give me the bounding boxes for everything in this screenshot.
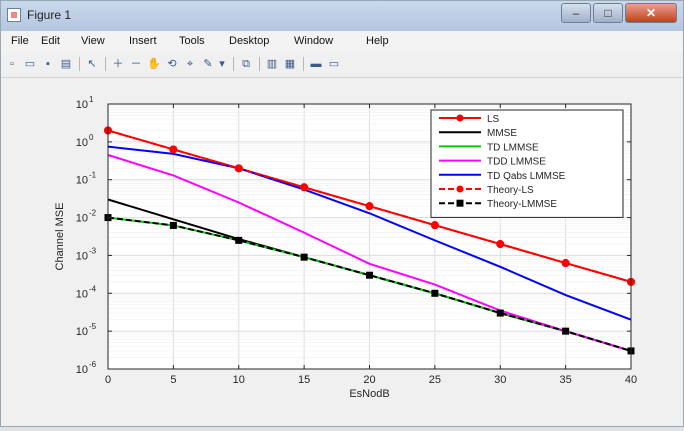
- data-cursor-icon[interactable]: ⌖: [186, 58, 194, 70]
- data-point-theory-lmmse: [366, 271, 373, 279]
- legend-label-theory-ls: Theory-LS: [487, 185, 534, 196]
- y-tick-label: 10: [76, 364, 88, 376]
- data-point-theory-lmmse: [496, 309, 504, 317]
- menu-bar: File Edit View Insert Tools Desktop Wind…: [1, 31, 683, 53]
- x-tick-label: 25: [429, 374, 441, 386]
- y-tick-exponent: -6: [89, 360, 97, 369]
- x-tick-label: 5: [170, 374, 176, 386]
- x-tick-label: 15: [298, 374, 310, 386]
- data-point-theory-lmmse: [169, 221, 177, 229]
- figure-canvas: 0 5 10 15 20 25 30 35 40 10 1 10 0 10 -1 10 -2 10 -3 10 -4 10…: [1, 78, 683, 426]
- data-point-theory-ls: [169, 145, 178, 154]
- x-tick-label: 20: [363, 374, 375, 386]
- toolbar: ▫ ▭ ▪ ▤ ↖ ＋ － ✋ ⟲ ⌖ ✎ ▾ ⧉ ▥ ▦ ▬ ▭: [1, 53, 683, 78]
- data-point-theory-ls: [234, 164, 243, 173]
- show-plot-tools-icon[interactable]: ▭: [328, 58, 340, 70]
- menu-insert[interactable]: Insert: [129, 35, 157, 47]
- legend-label-mmse: MMSE: [487, 128, 517, 139]
- y-tick-label: 10: [76, 99, 88, 111]
- open-file-icon[interactable]: ▭: [24, 58, 36, 70]
- pan-icon[interactable]: ✋: [147, 58, 161, 70]
- toolbar-separator: [303, 57, 304, 71]
- legend-label-theory-lmmse: Theory-LMMSE: [487, 199, 557, 210]
- menu-help[interactable]: Help: [366, 35, 389, 47]
- colorbar-icon[interactable]: ▥: [266, 58, 278, 70]
- menu-file[interactable]: File: [11, 35, 29, 47]
- data-point-theory-ls: [300, 183, 309, 192]
- legend-label-tdd-lmmse: TDD LMMSE: [487, 157, 546, 168]
- data-point-theory-lmmse: [300, 253, 308, 261]
- minimize-button[interactable]: –: [561, 3, 591, 23]
- hide-plot-tools-icon[interactable]: ▬: [310, 58, 322, 70]
- figure-app-icon: [7, 8, 21, 22]
- menu-window[interactable]: Window: [294, 35, 334, 47]
- x-tick-label: 40: [625, 374, 637, 386]
- legend-label-td-qabs-lmmse: TD Qabs LMMSE: [487, 171, 566, 182]
- title-bar[interactable]: Figure 1 – □ ✕: [1, 1, 683, 31]
- zoom-out-icon[interactable]: －: [130, 58, 142, 70]
- data-point-theory-ls: [561, 259, 570, 268]
- y-tick-exponent: 0: [89, 133, 94, 142]
- y-tick-label: 10: [76, 175, 88, 187]
- y-tick-exponent: -5: [89, 322, 97, 331]
- legend-icon[interactable]: ▦: [284, 58, 296, 70]
- legend-marker-ls: [456, 114, 464, 122]
- y-tick-label: 10: [76, 326, 88, 338]
- rotate-icon[interactable]: ⟲: [167, 58, 177, 70]
- y-tick-exponent: 1: [89, 95, 94, 104]
- menu-edit[interactable]: Edit: [41, 35, 60, 47]
- y-tick-label: 10: [76, 137, 88, 149]
- data-point-theory-ls: [365, 202, 374, 211]
- y-tick-exponent: -1: [89, 171, 97, 180]
- zoom-in-icon[interactable]: ＋: [112, 58, 124, 70]
- dropdown-icon[interactable]: ▾: [219, 58, 225, 70]
- data-point-theory-lmmse: [235, 236, 243, 244]
- y-tick-label: 10: [76, 288, 88, 300]
- pointer-icon[interactable]: ↖: [87, 58, 97, 70]
- legend-marker-theory-ls: [456, 185, 464, 193]
- y-tick-exponent: -4: [89, 284, 97, 293]
- x-tick-label: 35: [560, 374, 572, 386]
- print-icon[interactable]: ▤: [60, 58, 72, 70]
- menu-tools[interactable]: Tools: [179, 35, 205, 47]
- toolbar-separator: [233, 57, 234, 71]
- toolbar-separator: [79, 57, 80, 71]
- new-figure-icon[interactable]: ▫: [10, 58, 14, 70]
- y-tick-label: 10: [76, 213, 88, 225]
- close-button[interactable]: ✕: [625, 3, 677, 23]
- y-axis-label: Channel MSE: [54, 203, 66, 271]
- link-plot-icon[interactable]: ⧉: [242, 58, 250, 70]
- y-tick-exponent: -3: [89, 246, 97, 255]
- series-line-tdd-lmmse: [107, 154, 632, 352]
- window-title: Figure 1: [27, 8, 72, 22]
- series-line-td-qabs-lmmse: [107, 145, 632, 321]
- legend-label-td-lmmse: TD LMMSE: [487, 142, 539, 153]
- x-tick-label: 0: [105, 374, 111, 386]
- x-axis-label: EsNodB: [349, 388, 389, 400]
- maximize-button[interactable]: □: [593, 3, 623, 23]
- brush-icon[interactable]: ✎: [203, 58, 213, 70]
- x-tick-label: 10: [233, 374, 245, 386]
- menu-desktop[interactable]: Desktop: [229, 35, 270, 47]
- y-tick-exponent: -2: [89, 209, 97, 218]
- toolbar-separator: [259, 57, 260, 71]
- legend-label-ls: LS: [487, 114, 500, 125]
- data-point-theory-lmmse: [431, 289, 439, 297]
- data-point-theory-ls: [430, 221, 439, 230]
- y-tick-label: 10: [76, 250, 88, 262]
- menu-view[interactable]: View: [81, 35, 105, 47]
- save-icon[interactable]: ▪: [46, 58, 50, 70]
- toolbar-separator: [105, 57, 106, 71]
- data-point-theory-ls: [496, 240, 505, 249]
- legend-marker-theory-lmmse: [456, 199, 464, 207]
- legend-box[interactable]: [430, 109, 624, 218]
- data-point-theory-lmmse: [562, 327, 570, 335]
- x-tick-label: 30: [494, 374, 506, 386]
